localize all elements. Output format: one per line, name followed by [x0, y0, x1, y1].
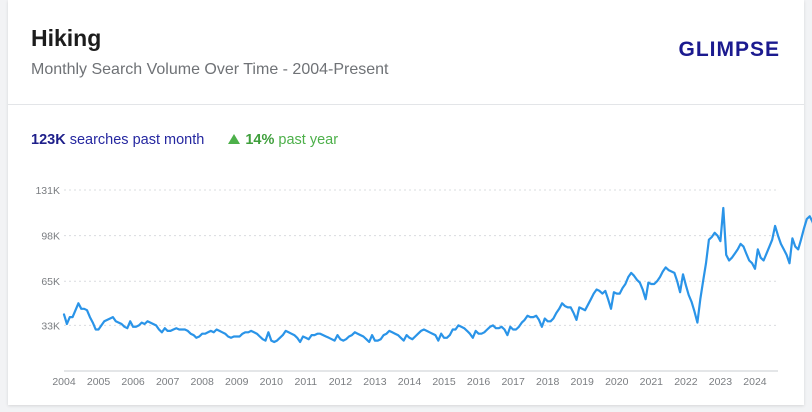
x-tick-label: 2013 — [363, 376, 387, 388]
x-tick-label: 2005 — [87, 376, 111, 388]
glimpse-logo[interactable]: GLIMPSE — [678, 38, 780, 61]
searches-label: searches past month — [69, 132, 205, 148]
x-tick-label: 2018 — [536, 376, 560, 388]
x-tick-label: 2009 — [225, 376, 249, 388]
x-tick-label: 2006 — [121, 376, 145, 388]
up-arrow-icon — [228, 134, 241, 144]
x-tick-label: 2015 — [432, 376, 456, 388]
growth-label: past year — [278, 132, 339, 148]
x-tick-label: 2014 — [398, 376, 422, 388]
x-tick-label: 2008 — [191, 376, 215, 388]
growth-value: 14% — [245, 132, 275, 148]
x-tick-label: 2020 — [605, 376, 629, 388]
searches-value: 123K — [31, 132, 66, 148]
x-tick-label: 2012 — [329, 376, 353, 388]
x-tick-label: 2010 — [260, 376, 284, 388]
growth-stat: 14% past year — [228, 132, 338, 148]
x-tick-label: 2004 — [52, 376, 76, 388]
y-tick-label: 131K — [35, 185, 60, 197]
y-tick-label: 33K — [41, 320, 60, 332]
x-tick-label: 2022 — [674, 376, 698, 388]
searches-stat: 123K searches past month — [31, 132, 208, 148]
card-header: Hiking Monthly Search Volume Over Time -… — [8, 0, 804, 105]
x-tick-label: 2019 — [571, 376, 595, 388]
y-tick-label: 98K — [41, 231, 60, 243]
x-tick-label: 2021 — [640, 376, 664, 388]
x-tick-label: 2024 — [743, 376, 767, 388]
x-tick-label: 2007 — [156, 376, 180, 388]
series-line — [62, 206, 812, 344]
x-tick-label: 2017 — [501, 376, 525, 388]
y-tick-label: 65K — [41, 276, 60, 288]
chart-title: Hiking — [31, 25, 102, 51]
chart-subtitle: Monthly Search Volume Over Time - 2004-P… — [31, 61, 389, 78]
x-tick-label: 2016 — [467, 376, 491, 388]
x-tick-label: 2011 — [295, 376, 318, 388]
x-tick-label: 2023 — [709, 376, 733, 388]
stats-row: 123K searches past month 14% past year — [31, 132, 338, 148]
